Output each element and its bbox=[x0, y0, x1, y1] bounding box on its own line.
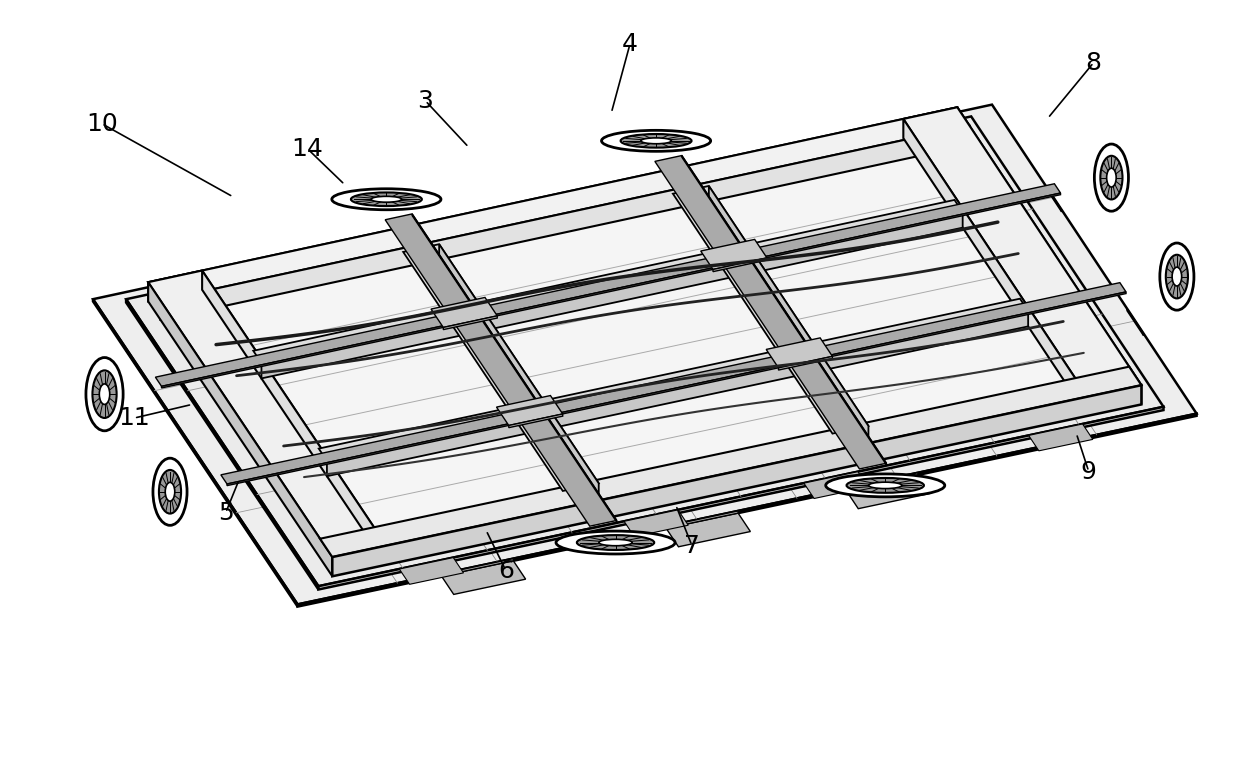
Ellipse shape bbox=[93, 370, 117, 418]
Polygon shape bbox=[399, 558, 464, 584]
Ellipse shape bbox=[1095, 144, 1128, 211]
Polygon shape bbox=[221, 282, 1126, 484]
Polygon shape bbox=[386, 214, 616, 526]
Ellipse shape bbox=[599, 539, 632, 546]
Polygon shape bbox=[93, 299, 298, 607]
Polygon shape bbox=[655, 156, 887, 469]
Polygon shape bbox=[804, 472, 868, 498]
Polygon shape bbox=[957, 108, 1141, 404]
Ellipse shape bbox=[1100, 156, 1122, 199]
Ellipse shape bbox=[641, 138, 671, 143]
Polygon shape bbox=[412, 214, 616, 522]
Polygon shape bbox=[508, 414, 563, 428]
Polygon shape bbox=[126, 117, 1163, 586]
Polygon shape bbox=[149, 282, 332, 576]
Polygon shape bbox=[903, 119, 1087, 416]
Ellipse shape bbox=[165, 482, 175, 501]
Polygon shape bbox=[327, 311, 1028, 476]
Ellipse shape bbox=[826, 474, 945, 497]
Polygon shape bbox=[149, 108, 970, 301]
Polygon shape bbox=[155, 184, 1060, 386]
Polygon shape bbox=[441, 561, 526, 594]
Polygon shape bbox=[779, 356, 832, 370]
Polygon shape bbox=[846, 473, 918, 491]
Ellipse shape bbox=[577, 535, 655, 550]
Ellipse shape bbox=[86, 358, 123, 431]
Polygon shape bbox=[227, 292, 1126, 485]
Polygon shape bbox=[701, 240, 766, 269]
Text: 10: 10 bbox=[86, 111, 118, 136]
Polygon shape bbox=[298, 414, 1197, 607]
Polygon shape bbox=[161, 193, 1060, 388]
Ellipse shape bbox=[868, 482, 901, 488]
Polygon shape bbox=[238, 516, 254, 542]
Ellipse shape bbox=[556, 531, 675, 554]
Polygon shape bbox=[262, 212, 962, 378]
Polygon shape bbox=[332, 385, 1141, 576]
Polygon shape bbox=[441, 559, 513, 576]
Ellipse shape bbox=[601, 130, 711, 151]
Polygon shape bbox=[149, 271, 387, 557]
Text: 4: 4 bbox=[622, 32, 637, 56]
Text: 6: 6 bbox=[498, 559, 513, 583]
Polygon shape bbox=[320, 367, 1141, 557]
Polygon shape bbox=[125, 348, 143, 375]
Text: 14: 14 bbox=[291, 137, 324, 161]
Text: 3: 3 bbox=[418, 89, 433, 113]
Polygon shape bbox=[709, 186, 868, 441]
Polygon shape bbox=[187, 439, 203, 466]
Polygon shape bbox=[666, 513, 750, 547]
Polygon shape bbox=[496, 395, 563, 426]
Polygon shape bbox=[1045, 185, 1061, 212]
Polygon shape bbox=[903, 108, 1141, 397]
Ellipse shape bbox=[1159, 243, 1194, 310]
Polygon shape bbox=[253, 200, 962, 363]
Polygon shape bbox=[93, 105, 1197, 604]
Polygon shape bbox=[319, 298, 1028, 461]
Polygon shape bbox=[160, 126, 970, 320]
Polygon shape bbox=[682, 156, 887, 465]
Ellipse shape bbox=[371, 196, 402, 202]
Polygon shape bbox=[439, 244, 599, 499]
Polygon shape bbox=[666, 511, 738, 529]
Text: 11: 11 bbox=[118, 406, 150, 430]
Text: 9: 9 bbox=[1081, 459, 1096, 484]
Polygon shape bbox=[215, 156, 1075, 546]
Polygon shape bbox=[1029, 424, 1092, 451]
Polygon shape bbox=[713, 258, 766, 272]
Polygon shape bbox=[673, 186, 868, 433]
Polygon shape bbox=[149, 108, 957, 301]
Polygon shape bbox=[846, 475, 930, 509]
Polygon shape bbox=[1127, 308, 1143, 336]
Ellipse shape bbox=[1106, 168, 1116, 187]
Ellipse shape bbox=[159, 470, 181, 513]
Text: 5: 5 bbox=[218, 501, 233, 525]
Ellipse shape bbox=[847, 478, 924, 493]
Polygon shape bbox=[766, 338, 832, 368]
Polygon shape bbox=[319, 407, 1163, 590]
Ellipse shape bbox=[153, 459, 187, 526]
Polygon shape bbox=[202, 271, 387, 565]
Ellipse shape bbox=[332, 188, 441, 210]
Ellipse shape bbox=[351, 192, 422, 206]
Ellipse shape bbox=[1172, 267, 1182, 286]
Polygon shape bbox=[624, 510, 688, 536]
Ellipse shape bbox=[621, 134, 692, 148]
Text: 7: 7 bbox=[684, 533, 699, 558]
Polygon shape bbox=[403, 244, 599, 491]
Ellipse shape bbox=[1166, 255, 1188, 298]
Polygon shape bbox=[126, 299, 319, 590]
Polygon shape bbox=[443, 316, 497, 330]
Polygon shape bbox=[432, 298, 497, 327]
Text: 8: 8 bbox=[1086, 50, 1101, 75]
Ellipse shape bbox=[99, 384, 110, 404]
